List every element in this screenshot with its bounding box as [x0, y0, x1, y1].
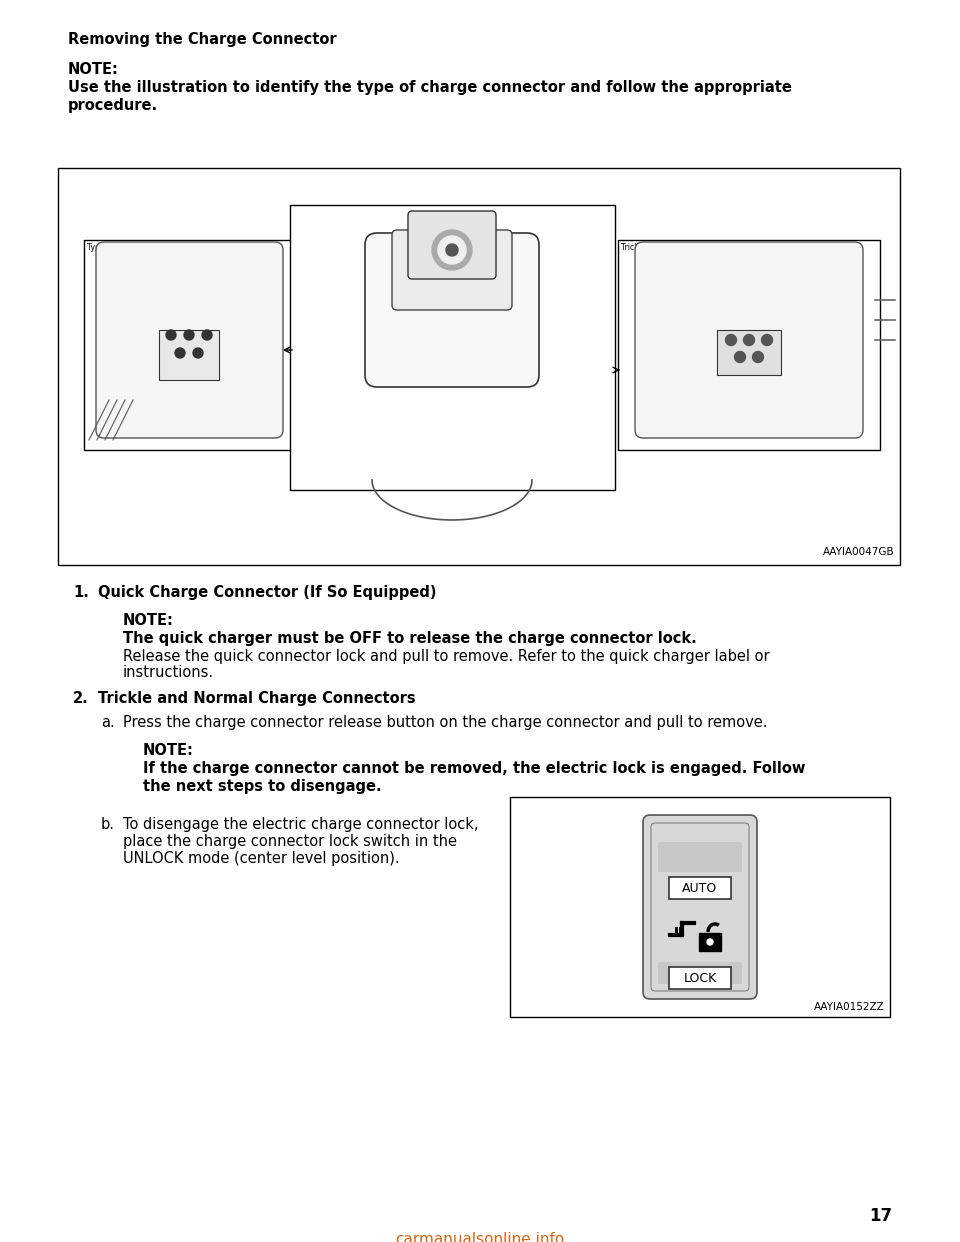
FancyBboxPatch shape [365, 233, 539, 388]
Circle shape [753, 351, 763, 363]
FancyBboxPatch shape [635, 242, 863, 438]
Text: The quick charger must be OFF to release the charge connector lock.: The quick charger must be OFF to release… [123, 631, 697, 646]
Bar [658, 963, 742, 984]
Bar [699, 933, 721, 951]
FancyBboxPatch shape [408, 211, 496, 279]
Circle shape [193, 348, 203, 358]
FancyBboxPatch shape [669, 968, 731, 989]
Bar [618, 240, 880, 450]
Text: procedure.: procedure. [68, 98, 158, 113]
Circle shape [175, 348, 185, 358]
Text: instructions.: instructions. [123, 664, 214, 681]
Bar [84, 240, 295, 450]
Bar [58, 168, 900, 565]
Circle shape [166, 330, 176, 340]
Circle shape [707, 939, 713, 945]
FancyBboxPatch shape [392, 230, 512, 310]
Text: If the charge connector cannot be removed, the electric lock is engaged. Follow: If the charge connector cannot be remove… [143, 761, 805, 776]
Text: Trickle and Normal Charge Connector: Trickle and Normal Charge Connector [621, 243, 764, 252]
Text: Use the illustration to identify the type of charge connector and follow the app: Use the illustration to identify the typ… [68, 79, 792, 94]
FancyBboxPatch shape [96, 242, 283, 438]
Text: AAYIA0047GB: AAYIA0047GB [824, 546, 895, 556]
Text: Typical Quick Charge Connector: Typical Quick Charge Connector [87, 243, 209, 252]
FancyBboxPatch shape [669, 877, 731, 899]
Text: carmanualsonline.info: carmanualsonline.info [396, 1232, 564, 1242]
Text: Quick Charge Connector (If So Equipped): Quick Charge Connector (If So Equipped) [98, 585, 437, 600]
Bar [717, 330, 781, 375]
Circle shape [743, 334, 755, 345]
Text: Removing the Charge Connector: Removing the Charge Connector [68, 32, 337, 47]
Circle shape [446, 243, 458, 256]
Text: NOTE:: NOTE: [123, 614, 174, 628]
Circle shape [432, 230, 472, 270]
Text: 1.: 1. [73, 585, 89, 600]
Bar [510, 797, 890, 1017]
Text: Trickle and Normal Charge Connectors: Trickle and Normal Charge Connectors [98, 691, 416, 705]
Bar [159, 330, 219, 380]
Circle shape [734, 351, 746, 363]
Text: Release the quick connector lock and pull to remove. Refer to the quick charger : Release the quick connector lock and pul… [123, 650, 770, 664]
Text: the next steps to disengage.: the next steps to disengage. [143, 779, 382, 794]
Text: AAYIA0152ZZ: AAYIA0152ZZ [814, 1002, 885, 1012]
Text: LOCK: LOCK [684, 971, 716, 985]
Text: b.: b. [101, 817, 115, 832]
Circle shape [438, 236, 466, 265]
Text: 17: 17 [869, 1207, 892, 1225]
Text: NOTE:: NOTE: [68, 62, 119, 77]
Circle shape [184, 330, 194, 340]
Bar [290, 205, 615, 491]
Circle shape [761, 334, 773, 345]
Text: To disengage the electric charge connector lock,: To disengage the electric charge connect… [123, 817, 478, 832]
FancyBboxPatch shape [651, 823, 749, 991]
Text: NOTE:: NOTE: [143, 743, 194, 758]
Text: Press the charge connector release button on the charge connector and pull to re: Press the charge connector release butto… [123, 715, 767, 730]
Circle shape [726, 334, 736, 345]
Text: place the charge connector lock switch in the: place the charge connector lock switch i… [123, 833, 457, 850]
Circle shape [202, 330, 212, 340]
Text: 2.: 2. [73, 691, 88, 705]
FancyBboxPatch shape [643, 815, 757, 999]
Text: AUTO: AUTO [683, 882, 718, 894]
Text: a.: a. [101, 715, 115, 730]
Bar [658, 842, 742, 872]
Text: UNLOCK mode (center level position).: UNLOCK mode (center level position). [123, 851, 399, 866]
